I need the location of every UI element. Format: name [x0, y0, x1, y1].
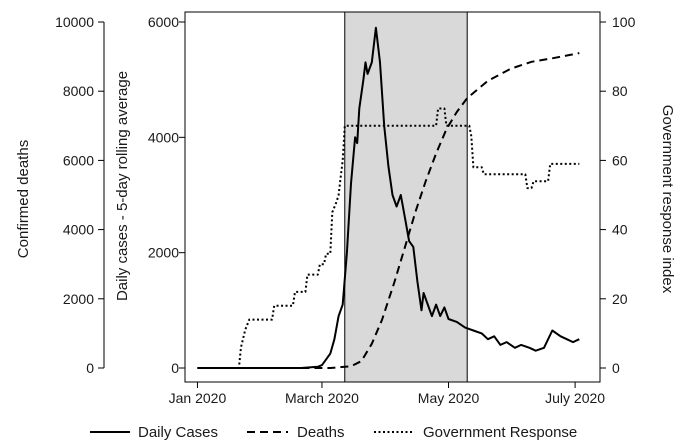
right-axis-tick-label: 60: [612, 152, 628, 168]
middle-axis-title: Daily cases - 5-day rolling average: [114, 71, 131, 301]
x-axis-tick-label: Jan 2020: [169, 390, 227, 406]
series-layer: [197, 26, 580, 369]
series-line-deaths: [197, 52, 580, 369]
right-axis-tick-label: 80: [612, 83, 628, 99]
middle-axis-tick-label: 6000: [148, 14, 179, 30]
legend-label-deaths: Deaths: [297, 424, 345, 441]
left-axis-tick-label: 0: [86, 360, 94, 376]
middle-axis: 0 2000 4000 6000: [148, 14, 186, 376]
x-axis: Jan 2020 March 2020 May 2020 July 2020: [169, 382, 605, 406]
shaded-region-layer: [344, 12, 468, 382]
left-axis-tick-label: 6000: [63, 152, 94, 168]
right-axis: 0 20 40 60 80 100: [599, 14, 636, 376]
middle-axis-tick-label: 4000: [148, 129, 179, 145]
right-axis-tick-label: 20: [612, 291, 628, 307]
x-axis-tick-label: March 2020: [285, 390, 359, 406]
left-axis-title: Confirmed deaths: [15, 140, 32, 258]
left-axis-tick-label: 10000: [55, 14, 94, 30]
left-axis-tick-label: 4000: [63, 222, 94, 238]
series-line-government-response: [197, 107, 580, 369]
shaded-region: [344, 12, 468, 382]
shaded-region-borders: [344, 12, 468, 382]
left-axis-tick-label: 2000: [63, 291, 94, 307]
legend-label-daily-cases: Daily Cases: [138, 424, 218, 441]
left-axis-tick-label: 8000: [63, 83, 94, 99]
right-axis-tick-label: 0: [612, 360, 620, 376]
x-axis-tick-label: July 2020: [545, 390, 605, 406]
left-axis: 0 2000 4000 6000 8000 10000: [55, 14, 105, 376]
series-line-daily-cases: [197, 26, 580, 369]
legend-label-government-response: Government Response: [423, 424, 577, 441]
right-axis-title: Government response index: [659, 105, 676, 294]
middle-axis-tick-label: 0: [171, 360, 179, 376]
right-axis-tick-label: 40: [612, 222, 628, 238]
x-axis-tick-label: May 2020: [418, 390, 480, 406]
middle-axis-tick-label: 2000: [148, 245, 179, 261]
right-axis-tick-label: 100: [612, 14, 636, 30]
legend: Daily Cases Deaths Government Response: [90, 424, 577, 441]
